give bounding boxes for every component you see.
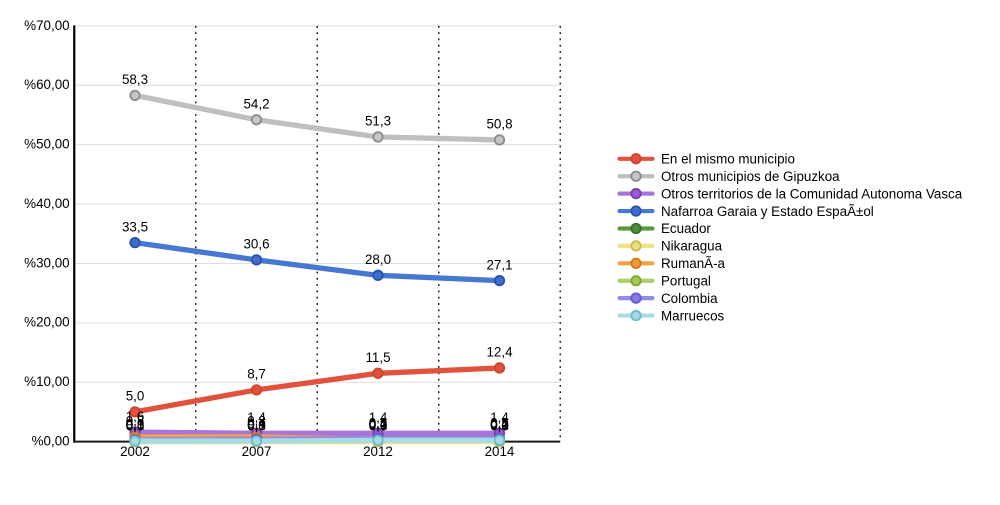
- svg-text:27,1: 27,1: [486, 257, 512, 272]
- svg-text:%70,00: %70,00: [24, 18, 69, 33]
- svg-text:0,8: 0,8: [126, 414, 145, 429]
- svg-text:0,1: 0,1: [247, 418, 266, 433]
- svg-text:0,0: 0,0: [490, 418, 509, 433]
- svg-text:Nikaragua: Nikaragua: [661, 239, 723, 254]
- svg-text:0,2: 0,2: [490, 417, 509, 432]
- svg-text:0,4: 0,4: [490, 416, 509, 431]
- svg-text:RumanÃ-a: RumanÃ-a: [661, 256, 726, 271]
- svg-text:0,0: 0,0: [126, 418, 145, 433]
- svg-text:0,1: 0,1: [490, 418, 509, 433]
- svg-text:54,2: 54,2: [243, 96, 269, 111]
- svg-text:%30,00: %30,00: [24, 255, 69, 270]
- svg-text:%10,00: %10,00: [24, 374, 69, 389]
- svg-text:2007: 2007: [242, 444, 272, 459]
- svg-text:12,4: 12,4: [486, 345, 513, 360]
- svg-text:%0,00: %0,00: [32, 434, 70, 449]
- svg-text:0,2: 0,2: [369, 417, 388, 432]
- svg-text:2012: 2012: [363, 444, 393, 459]
- svg-text:%60,00: %60,00: [24, 77, 69, 92]
- svg-text:0,5: 0,5: [490, 415, 509, 430]
- svg-text:28,0: 28,0: [365, 252, 391, 267]
- svg-text:Nafarroa Garaia y Estado EspaÃ: Nafarroa Garaia y Estado EspaÃ±ol: [661, 204, 874, 219]
- svg-text:58,3: 58,3: [122, 72, 148, 87]
- svg-text:Portugal: Portugal: [661, 273, 711, 288]
- svg-text:2002: 2002: [120, 444, 150, 459]
- svg-text:50,8: 50,8: [486, 117, 512, 132]
- svg-text:%50,00: %50,00: [24, 137, 69, 152]
- svg-text:33,5: 33,5: [122, 219, 148, 234]
- svg-text:0,2: 0,2: [490, 417, 509, 432]
- svg-text:0,8: 0,8: [247, 414, 266, 429]
- svg-text:0,4: 0,4: [247, 416, 266, 431]
- svg-text:1,4: 1,4: [490, 410, 509, 425]
- svg-text:Colombia: Colombia: [661, 291, 718, 306]
- svg-text:1,4: 1,4: [247, 410, 266, 425]
- svg-text:Otros territorios de la Comuni: Otros territorios de la Comunidad Autono…: [661, 186, 963, 201]
- svg-text:0,2: 0,2: [369, 417, 388, 432]
- svg-text:0,0: 0,0: [369, 418, 388, 433]
- svg-text:Ecuador: Ecuador: [661, 221, 711, 236]
- svg-text:0,1: 0,1: [126, 418, 145, 433]
- svg-text:0,0: 0,0: [247, 418, 266, 433]
- svg-text:0,1: 0,1: [126, 418, 145, 433]
- svg-text:0,1: 0,1: [247, 418, 266, 433]
- svg-text:0,5: 0,5: [369, 415, 388, 430]
- svg-text:0,1: 0,1: [247, 418, 266, 433]
- svg-text:51,3: 51,3: [365, 114, 391, 129]
- svg-text:0,1: 0,1: [369, 418, 388, 433]
- svg-text:Otros municipios de Gipuzkoa: Otros municipios de Gipuzkoa: [661, 169, 840, 184]
- svg-text:30,6: 30,6: [243, 237, 269, 252]
- svg-text:11,5: 11,5: [365, 350, 390, 365]
- svg-text:5,0: 5,0: [126, 389, 145, 404]
- svg-text:Marruecos: Marruecos: [661, 308, 725, 323]
- svg-text:%40,00: %40,00: [24, 196, 69, 211]
- svg-text:0,3: 0,3: [126, 417, 145, 432]
- svg-text:1,4: 1,4: [369, 410, 388, 425]
- svg-text:En el mismo municipio: En el mismo municipio: [661, 152, 795, 167]
- svg-text:8,7: 8,7: [247, 367, 266, 382]
- svg-text:0,4: 0,4: [369, 416, 388, 431]
- svg-text:1,6: 1,6: [126, 409, 145, 424]
- svg-text:%20,00: %20,00: [24, 315, 69, 330]
- svg-text:2014: 2014: [485, 444, 515, 459]
- svg-text:0,1: 0,1: [126, 418, 145, 433]
